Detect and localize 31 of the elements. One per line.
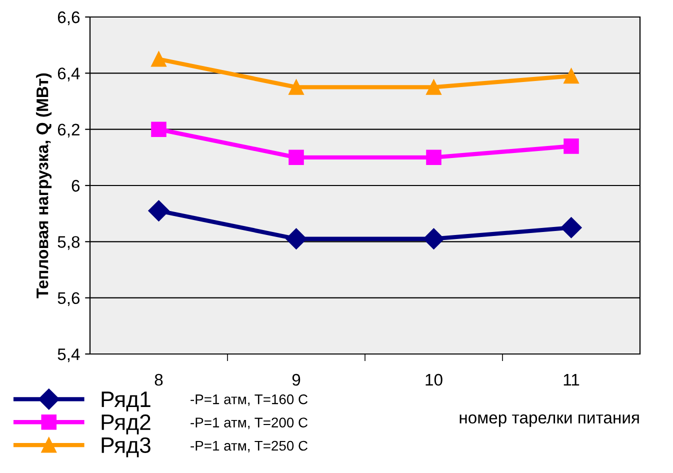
y-tick-label: 6,2 bbox=[58, 124, 80, 138]
point bbox=[151, 122, 166, 137]
point bbox=[426, 80, 442, 95]
point bbox=[288, 150, 304, 166]
x-tick-label: 11 bbox=[564, 374, 580, 386]
point bbox=[148, 200, 170, 222]
y-tick-label: 5,6 bbox=[58, 292, 80, 306]
text: -P=1 атм, T=160 C bbox=[190, 394, 308, 406]
point bbox=[560, 217, 582, 238]
y-tick-label: 5,4 bbox=[58, 348, 80, 362]
point bbox=[288, 80, 304, 95]
text: -P=1 атм, T=250 C bbox=[190, 440, 308, 452]
point bbox=[564, 68, 579, 84]
y-axis-title: Тепловая нагрузка, Q (МВт) bbox=[36, 73, 52, 298]
y-tick-label: 6,6 bbox=[58, 11, 80, 26]
x-tick-label: 9 bbox=[292, 374, 300, 386]
x-tick-label: 8 bbox=[154, 374, 163, 386]
legend-label: Ряд1 bbox=[102, 392, 150, 412]
legend-label: Ряд3 bbox=[102, 437, 150, 458]
text: -P=1 атм, T=200 C bbox=[190, 418, 308, 430]
legend-label: Ряд2 bbox=[102, 414, 150, 434]
y-tick-label: 6,4 bbox=[58, 68, 80, 82]
y-tick-label: 5,8 bbox=[58, 236, 80, 250]
x-tick-label: 10 bbox=[426, 374, 442, 386]
x-axis-title: номер тарелки питания bbox=[460, 414, 639, 427]
point bbox=[564, 138, 579, 154]
point bbox=[426, 150, 442, 166]
point bbox=[151, 51, 166, 67]
point bbox=[286, 228, 307, 250]
point bbox=[423, 228, 444, 250]
y-tick-label: 6 bbox=[72, 180, 80, 192]
